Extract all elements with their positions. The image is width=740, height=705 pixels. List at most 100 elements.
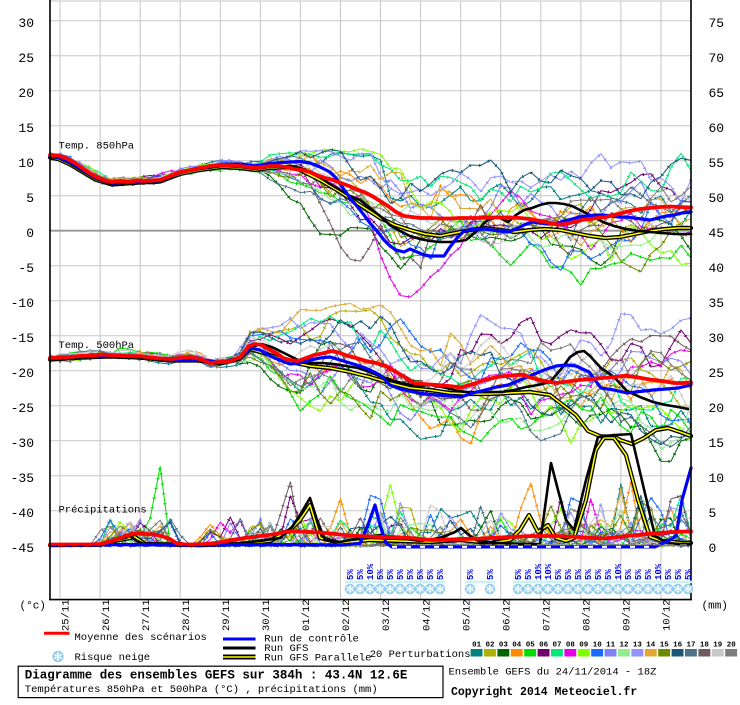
svg-text:29/11: 29/11 [221, 599, 233, 631]
svg-text:5%: 5% [486, 569, 496, 580]
svg-text:Moyenne des scénarios: Moyenne des scénarios [75, 632, 207, 644]
svg-text:0: 0 [709, 541, 717, 556]
svg-text:27/11: 27/11 [141, 599, 153, 631]
svg-text:5: 5 [26, 191, 34, 206]
svg-text:26/11: 26/11 [101, 599, 113, 631]
svg-text:18: 18 [700, 642, 710, 650]
svg-text:07: 07 [552, 642, 561, 650]
svg-text:Températures 850hPa et 500hPa: Températures 850hPa et 500hPa (°C) , pré… [25, 684, 378, 696]
svg-text:10%: 10% [654, 563, 664, 580]
svg-text:-5: -5 [18, 261, 34, 276]
svg-text:-35: -35 [11, 471, 34, 486]
svg-text:15: 15 [709, 436, 725, 451]
svg-text:07/12: 07/12 [542, 599, 554, 631]
svg-text:10%: 10% [534, 563, 544, 580]
svg-text:5%: 5% [554, 569, 564, 580]
svg-text:28/11: 28/11 [181, 599, 193, 631]
svg-text:15: 15 [18, 121, 34, 136]
svg-text:20: 20 [18, 86, 34, 101]
svg-text:19: 19 [713, 642, 723, 650]
svg-text:01: 01 [472, 642, 482, 650]
svg-text:Temp. 500hPa: Temp. 500hPa [59, 340, 135, 352]
svg-text:55: 55 [709, 156, 725, 171]
svg-text:5%: 5% [386, 569, 396, 580]
svg-text:5%: 5% [584, 569, 594, 580]
svg-text:60: 60 [709, 121, 725, 136]
svg-text:-40: -40 [11, 506, 34, 521]
svg-text:06/12: 06/12 [501, 599, 513, 631]
svg-text:Temp. 850hPa: Temp. 850hPa [59, 141, 135, 153]
svg-text:-20: -20 [11, 366, 34, 381]
svg-text:15: 15 [660, 642, 670, 650]
svg-text:Run GFS: Run GFS [264, 643, 308, 655]
svg-text:-15: -15 [11, 331, 34, 346]
svg-text:02/12: 02/12 [341, 599, 353, 631]
svg-text:5%: 5% [406, 569, 416, 580]
svg-text:5%: 5% [644, 569, 654, 580]
svg-text:10/12: 10/12 [662, 599, 674, 631]
svg-text:5%: 5% [574, 569, 584, 580]
svg-text:5: 5 [709, 506, 717, 521]
svg-text:20: 20 [709, 401, 725, 416]
svg-text:-45: -45 [11, 541, 34, 556]
svg-text:01/12: 01/12 [301, 599, 313, 631]
svg-text:05/12: 05/12 [461, 599, 473, 631]
svg-text:(mm): (mm) [702, 601, 728, 613]
svg-text:16: 16 [673, 642, 683, 650]
svg-text:10%: 10% [544, 563, 554, 580]
svg-text:30/11: 30/11 [261, 599, 273, 631]
svg-text:Diagramme des ensembles GEFS s: Diagramme des ensembles GEFS sur 384h : … [25, 669, 408, 683]
svg-text:40: 40 [709, 261, 725, 276]
svg-text:5%: 5% [664, 569, 674, 580]
svg-text:35: 35 [709, 296, 725, 311]
svg-text:5%: 5% [524, 569, 534, 580]
svg-text:12: 12 [619, 642, 629, 650]
svg-text:09/12: 09/12 [622, 599, 634, 631]
svg-text:Run GFS Parallele: Run GFS Parallele [264, 653, 371, 665]
svg-text:5%: 5% [514, 569, 524, 580]
svg-text:5%: 5% [376, 569, 386, 580]
svg-text:08/12: 08/12 [582, 599, 594, 631]
svg-text:02: 02 [485, 642, 495, 650]
svg-text:5%: 5% [436, 569, 446, 580]
svg-text:06: 06 [539, 642, 549, 650]
svg-text:10: 10 [18, 156, 34, 171]
svg-text:25: 25 [18, 51, 34, 66]
svg-text:5%: 5% [594, 569, 604, 580]
svg-text:65: 65 [709, 86, 725, 101]
svg-text:5%: 5% [426, 569, 436, 580]
svg-text:25/11: 25/11 [61, 599, 73, 631]
svg-text:04/12: 04/12 [421, 599, 433, 631]
svg-text:45: 45 [709, 226, 725, 241]
svg-text:Run de contrôle: Run de contrôle [264, 634, 359, 646]
svg-text:50: 50 [709, 191, 725, 206]
svg-text:10%: 10% [614, 563, 624, 580]
svg-text:17: 17 [686, 642, 695, 650]
svg-text:03: 03 [499, 642, 509, 650]
svg-text:5%: 5% [604, 569, 614, 580]
svg-text:-25: -25 [11, 401, 34, 416]
svg-text:5%: 5% [634, 569, 644, 580]
svg-text:13: 13 [633, 642, 643, 650]
svg-text:09: 09 [579, 642, 589, 650]
svg-text:Copyright 2014 Meteociel.fr: Copyright 2014 Meteociel.fr [451, 686, 637, 699]
svg-text:08: 08 [566, 642, 576, 650]
svg-text:5%: 5% [564, 569, 574, 580]
svg-text:0: 0 [26, 226, 34, 241]
svg-text:25: 25 [709, 366, 725, 381]
svg-text:5%: 5% [624, 569, 634, 580]
svg-text:10: 10 [709, 471, 725, 486]
svg-text:Ensemble GEFS du 24/11/2014 -: Ensemble GEFS du 24/11/2014 - 18Z [449, 666, 657, 678]
svg-text:75: 75 [709, 16, 725, 31]
svg-text:03/12: 03/12 [381, 599, 393, 631]
svg-text:5%: 5% [416, 569, 426, 580]
svg-text:11: 11 [606, 642, 616, 650]
svg-text:-30: -30 [11, 436, 34, 451]
svg-text:5%: 5% [396, 569, 406, 580]
svg-text:70: 70 [709, 51, 725, 66]
svg-text:Risque neige: Risque neige [75, 652, 151, 664]
svg-text:30: 30 [18, 16, 34, 31]
svg-text:5%: 5% [466, 569, 476, 580]
svg-text:30: 30 [709, 331, 725, 346]
svg-text:Précipitations: Précipitations [59, 505, 147, 517]
